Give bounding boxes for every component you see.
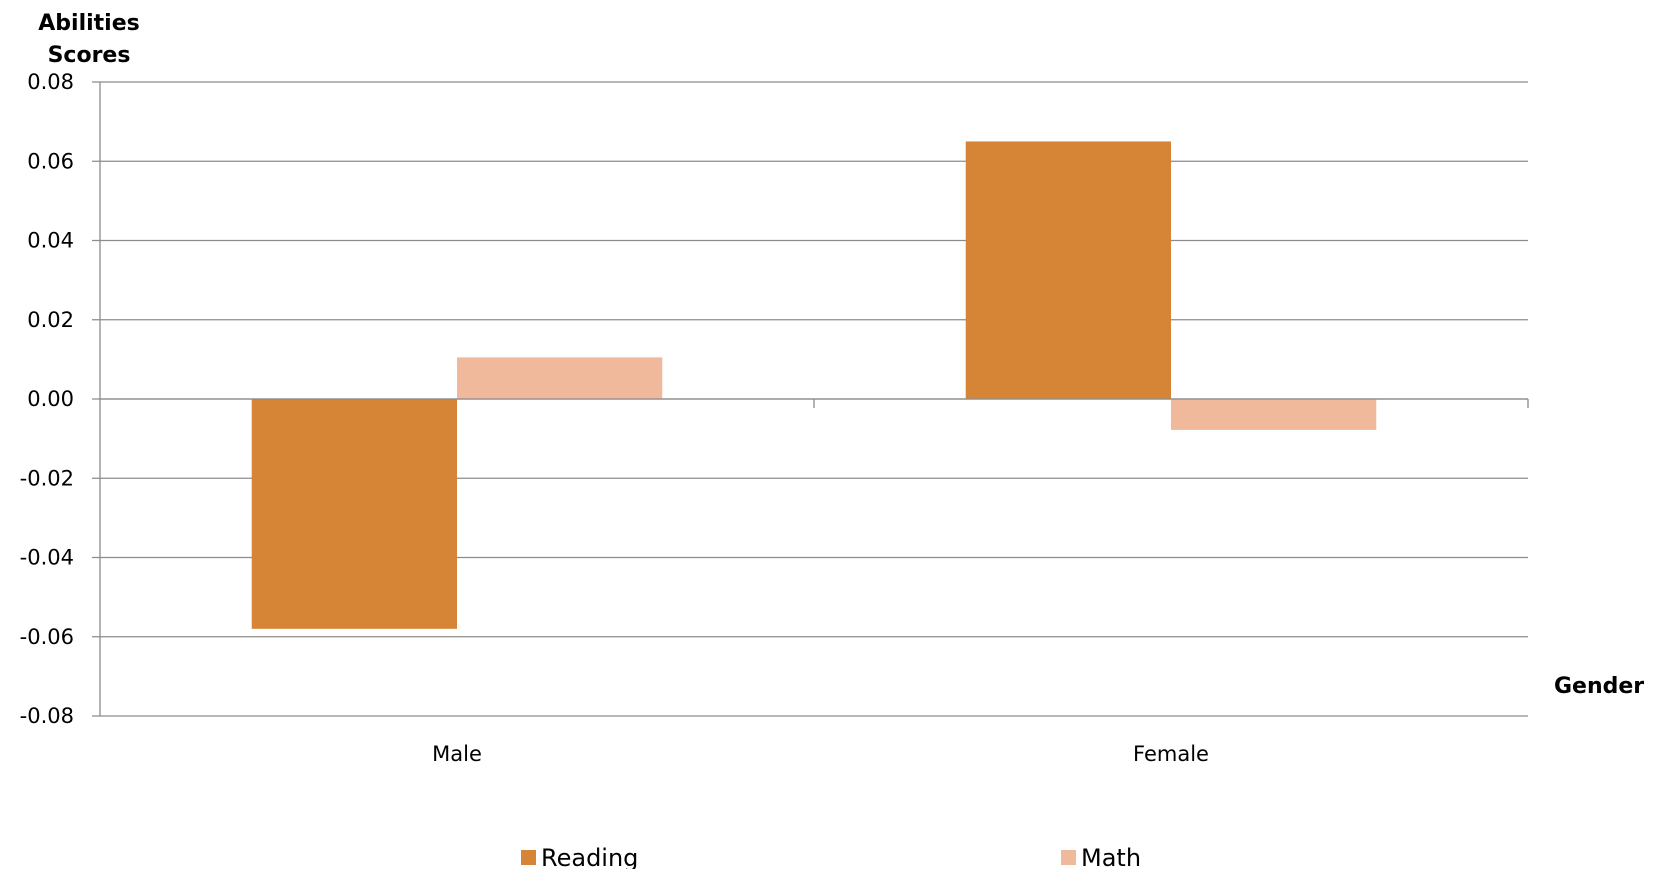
- x-tick-label: Male: [432, 742, 482, 766]
- bar-reading-male: [251, 399, 457, 629]
- legend-swatch-math: [1061, 850, 1076, 865]
- x-axis-title: Gender: [1554, 674, 1644, 699]
- bar-reading-female: [965, 141, 1171, 399]
- y-tick-label: 0.06: [27, 149, 74, 173]
- bar-math-male: [457, 357, 663, 399]
- bar-math-female: [1171, 399, 1377, 430]
- bars: [251, 141, 1377, 629]
- y-axis-title-line-2: Scores: [48, 43, 131, 68]
- legend-swatch-reading: [521, 850, 536, 865]
- x-tick-labels: Male Female: [432, 742, 1209, 766]
- y-axis-title-line-1: Abilities: [38, 11, 139, 36]
- y-tick-label: 0.00: [27, 387, 74, 411]
- y-tick-label: 0.02: [27, 308, 74, 332]
- y-tick-label: 0.04: [27, 229, 74, 253]
- y-tick-labels: 0.08 0.06 0.04 0.02 0.00 -0.02 -0.04 -0.06 -0.08: [20, 70, 74, 728]
- y-tick-label: -0.02: [20, 466, 74, 490]
- x-tick-label: Female: [1133, 742, 1209, 766]
- y-tick-label: 0.08: [27, 70, 74, 94]
- y-tick-label: -0.08: [20, 704, 74, 728]
- y-tick-label: -0.06: [20, 625, 74, 649]
- legend-label-reading: Reading: [541, 844, 638, 869]
- legend: Reading Math: [521, 844, 1141, 869]
- y-tick-label: -0.04: [20, 546, 74, 570]
- legend-label-math: Math: [1081, 844, 1141, 869]
- axes: [99, 82, 1529, 716]
